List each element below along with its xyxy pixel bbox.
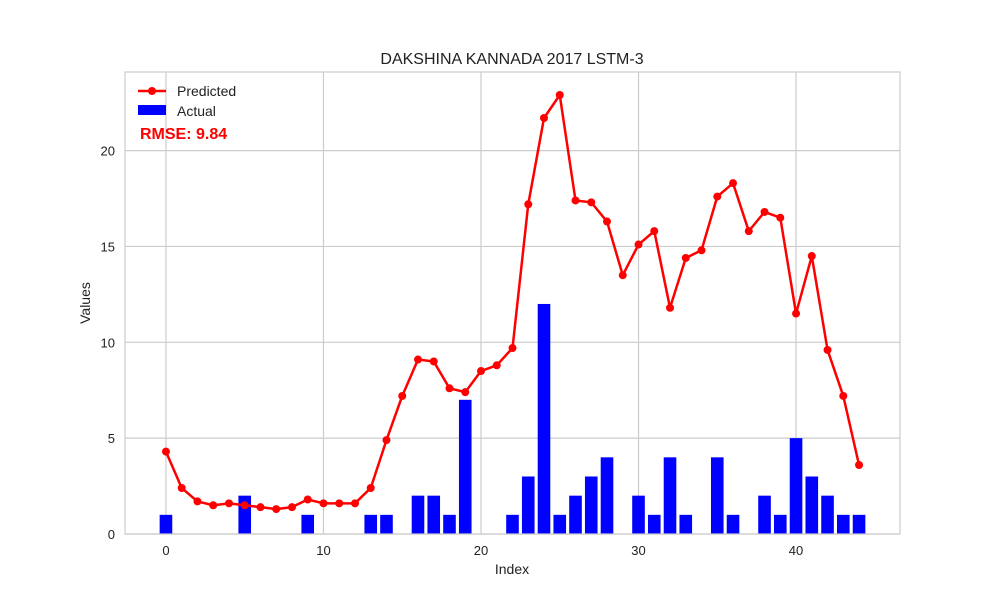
predicted-point xyxy=(555,91,564,100)
legend-predicted-marker-icon xyxy=(148,87,156,95)
actual-bar xyxy=(600,457,614,534)
legend-predicted-label: Predicted xyxy=(177,83,236,99)
rmse-annotation: RMSE: 9.84 xyxy=(140,126,227,143)
actual-bar xyxy=(805,476,819,534)
actual-bar xyxy=(301,514,315,534)
actual-bars xyxy=(159,303,866,534)
predicted-point xyxy=(240,501,249,510)
predicted-point xyxy=(287,503,296,512)
predicted-point xyxy=(540,114,549,123)
actual-bar xyxy=(443,514,456,534)
predicted-point xyxy=(366,483,375,492)
predicted-point xyxy=(492,361,501,370)
predicted-point xyxy=(272,505,281,514)
actual-bar xyxy=(821,495,834,534)
actual-bar xyxy=(427,495,441,534)
predicted-point xyxy=(209,501,218,510)
predicted-point xyxy=(603,217,612,226)
predicted-point xyxy=(729,179,738,188)
predicted-point xyxy=(303,495,312,504)
predicted-point xyxy=(382,436,391,445)
y-axis-label: Values xyxy=(77,282,93,324)
actual-bar xyxy=(679,514,693,534)
predicted-point xyxy=(571,196,580,205)
predicted-point xyxy=(256,503,265,512)
legend: Predicted Actual RMSE: 9.84 xyxy=(138,83,236,143)
actual-bar xyxy=(647,514,661,534)
predicted-line xyxy=(161,91,864,514)
chart-title: DAKSHINA KANNADA 2017 LSTM-3 xyxy=(380,51,643,68)
actual-bar xyxy=(380,514,393,534)
predicted-point xyxy=(823,345,832,354)
predicted-point xyxy=(618,271,627,280)
predicted-point xyxy=(476,367,485,376)
y-tick-label: 5 xyxy=(108,431,115,446)
x-tick-label: 30 xyxy=(631,543,645,558)
tick-labels: 0 10 20 30 40 0 5 10 15 20 xyxy=(101,144,804,558)
predicted-point xyxy=(224,499,233,508)
predicted-point xyxy=(634,240,643,249)
predicted-point xyxy=(650,227,659,236)
predicted-point xyxy=(713,192,722,201)
actual-bar xyxy=(773,514,787,534)
predicted-point xyxy=(776,213,785,222)
actual-bar xyxy=(758,495,771,534)
actual-bar xyxy=(521,476,535,534)
predicted-point xyxy=(855,460,864,469)
y-tick-label: 10 xyxy=(101,335,115,350)
predicted-point xyxy=(792,309,801,318)
predicted-point xyxy=(760,207,769,216)
actual-bar xyxy=(537,303,551,534)
actual-bar xyxy=(569,495,582,534)
actual-bar xyxy=(364,514,378,534)
predicted-point xyxy=(429,357,438,366)
predicted-point xyxy=(524,200,533,209)
predicted-point xyxy=(161,447,170,456)
actual-bar xyxy=(458,399,472,534)
predicted-point xyxy=(319,499,328,508)
actual-bar xyxy=(159,514,173,534)
predicted-point xyxy=(666,303,675,312)
actual-bar xyxy=(836,514,850,534)
actual-bar xyxy=(411,495,425,534)
predicted-point xyxy=(350,499,359,508)
predicted-point xyxy=(697,246,706,255)
actual-bar xyxy=(710,457,724,534)
predicted-point xyxy=(508,344,517,353)
legend-actual-swatch-icon xyxy=(138,105,166,115)
x-tick-label: 10 xyxy=(316,543,330,558)
x-tick-label: 40 xyxy=(789,543,803,558)
predicted-point xyxy=(681,253,690,262)
y-tick-label: 20 xyxy=(101,144,115,159)
predicted-point xyxy=(177,483,186,492)
predicted-point xyxy=(193,497,202,506)
predicted-point xyxy=(398,391,407,400)
actual-bar xyxy=(852,514,866,534)
actual-bar xyxy=(553,514,567,534)
axes-frame xyxy=(124,71,901,535)
actual-bar xyxy=(663,457,677,534)
actual-bar xyxy=(584,476,598,534)
y-tick-label: 15 xyxy=(101,239,115,254)
x-tick-label: 0 xyxy=(162,543,169,558)
y-tick-label: 0 xyxy=(108,527,115,542)
predicted-point xyxy=(839,391,848,400)
predicted-point xyxy=(445,384,454,393)
legend-actual-label: Actual xyxy=(177,103,216,119)
actual-bar xyxy=(726,514,740,534)
predicted-point xyxy=(587,198,596,207)
predicted-point xyxy=(461,388,470,397)
x-axis-label: Index xyxy=(495,561,529,577)
x-tick-label: 20 xyxy=(474,543,488,558)
predicted-point xyxy=(744,227,753,236)
predicted-point xyxy=(335,499,344,508)
actual-bar xyxy=(506,514,519,534)
predicted-point xyxy=(807,252,816,261)
actual-bar xyxy=(789,438,803,534)
predicted-point xyxy=(413,355,422,364)
actual-bar xyxy=(632,495,645,534)
